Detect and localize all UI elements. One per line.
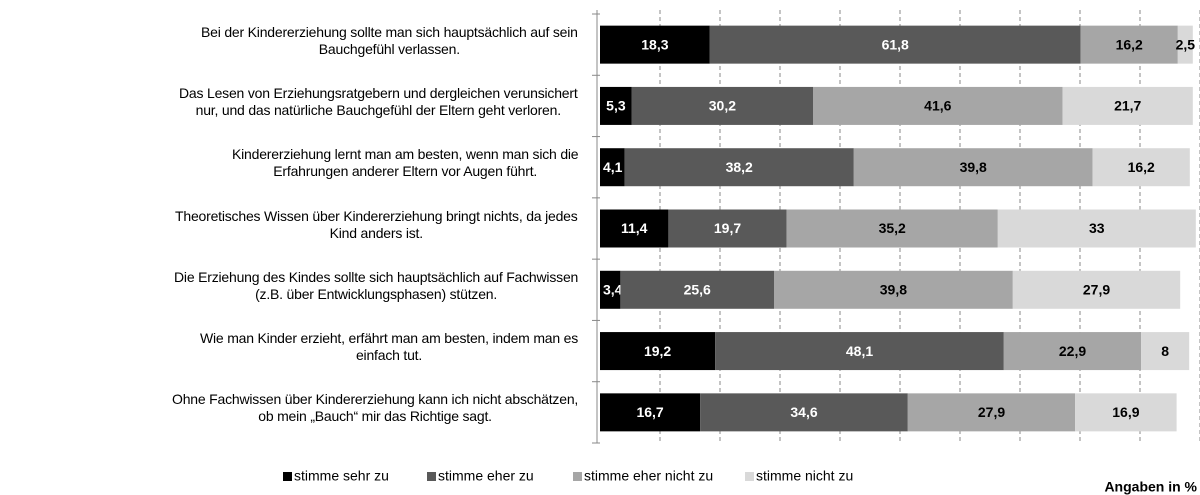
value-label: 18,3 xyxy=(641,36,668,52)
bar-segment xyxy=(600,270,621,309)
legend-swatch xyxy=(283,472,292,481)
value-label: 39,8 xyxy=(960,159,987,175)
bar-segment xyxy=(715,332,1004,371)
bar-segment xyxy=(600,86,632,125)
legend-label: stimme nicht zu xyxy=(756,468,853,484)
value-label: 39,8 xyxy=(880,281,907,297)
category-label: Das Lesen von Erziehungsratgebern und de… xyxy=(179,84,578,118)
category-label: Kindererziehung lernt man am besten, wen… xyxy=(232,146,579,180)
legend-label: stimme sehr zu xyxy=(294,468,389,484)
value-label: 61,8 xyxy=(882,36,909,52)
bar-segment xyxy=(600,148,625,187)
bar-segment xyxy=(600,25,710,64)
value-label: 4,1 xyxy=(603,159,623,175)
value-label: 25,6 xyxy=(684,281,711,297)
bar-segment xyxy=(997,209,1196,248)
value-label: 38,2 xyxy=(726,159,753,175)
value-label: 16,7 xyxy=(636,404,663,420)
value-label: 2,5 xyxy=(1176,36,1196,52)
bar-segment xyxy=(1012,270,1181,309)
value-label: 48,1 xyxy=(846,343,873,359)
bar-segment xyxy=(624,148,854,187)
value-label: 5,3 xyxy=(606,98,626,114)
bar-segment xyxy=(774,270,1013,309)
legend-swatch xyxy=(427,472,436,481)
category-label: Bei der Kindererziehung sollte man sich … xyxy=(201,23,578,57)
bar-segment xyxy=(853,148,1093,187)
bar-segment xyxy=(813,86,1063,125)
value-label: 11,4 xyxy=(621,220,648,236)
unit-note: Angaben in % xyxy=(1104,479,1197,495)
value-label: 30,2 xyxy=(709,98,736,114)
legend-label: stimme eher zu xyxy=(438,468,534,484)
bar-segment xyxy=(600,332,716,371)
value-label: 3,4 xyxy=(603,281,623,297)
bar-segment xyxy=(709,25,1081,64)
bar-segment xyxy=(1141,332,1190,371)
value-label: 19,7 xyxy=(714,220,741,236)
value-label: 16,2 xyxy=(1128,159,1155,175)
bar-segment xyxy=(1080,25,1178,64)
value-label: 27,9 xyxy=(1083,281,1110,297)
bar-segment xyxy=(1075,393,1177,432)
value-label: 22,9 xyxy=(1059,343,1086,359)
value-label: 35,2 xyxy=(879,220,906,236)
bar-segment xyxy=(786,209,998,248)
category-label: Die Erziehung des Kindes sollte sich hau… xyxy=(174,268,579,302)
value-label: 41,6 xyxy=(924,98,951,114)
bar-segment xyxy=(700,393,908,432)
value-label: 16,9 xyxy=(1112,404,1139,420)
bar-segment xyxy=(600,393,701,432)
value-label: 33 xyxy=(1089,220,1105,236)
bar-segment xyxy=(1092,148,1190,187)
value-label: 16,2 xyxy=(1116,36,1143,52)
value-label: 21,7 xyxy=(1114,98,1141,114)
bar-segment xyxy=(907,393,1076,432)
category-label: Wie man Kinder erzieht, erfährt man am b… xyxy=(200,330,579,364)
legend-label: stimme eher nicht zu xyxy=(584,468,713,484)
bar-segment xyxy=(620,270,774,309)
bar-segment xyxy=(1062,86,1193,125)
value-label: 34,6 xyxy=(790,404,817,420)
value-label: 27,9 xyxy=(978,404,1005,420)
category-label: Ohne Fachwissen über Kindererziehung kan… xyxy=(172,391,579,425)
bar-segment xyxy=(600,209,669,248)
category-label: Theoretisches Wissen über Kindererziehun… xyxy=(175,207,578,241)
bar-segment xyxy=(668,209,787,248)
value-label: 19,2 xyxy=(644,343,671,359)
bar-segment xyxy=(1003,332,1142,371)
legend-swatch xyxy=(745,472,754,481)
bar-segment xyxy=(1177,25,1193,64)
legend-swatch xyxy=(573,472,582,481)
value-label: 8 xyxy=(1161,343,1169,359)
bar-segment xyxy=(631,86,813,125)
